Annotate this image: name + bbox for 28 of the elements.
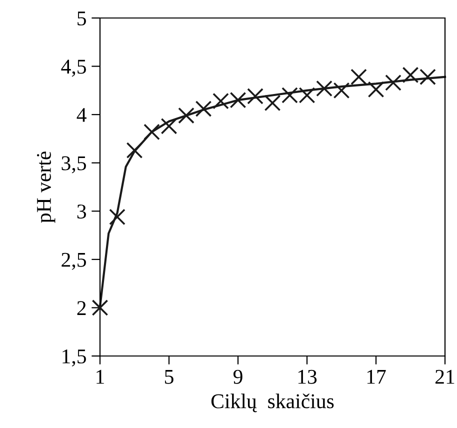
point (247, 88, 264, 104)
y-tick-label: 4,5 (61, 60, 86, 77)
x-tick-label: 13 (298, 370, 317, 384)
y-tick-label: 2,5 (62, 252, 86, 270)
y-tick-label: 3,5 (62, 156, 86, 174)
x-tick-label: 21 (436, 370, 454, 384)
y-tick-label: 1,5 (62, 349, 86, 366)
point (92, 300, 108, 316)
point (264, 94, 281, 112)
x-tick-label: 1 (96, 370, 104, 384)
x-axis-title: Ciklų skaičius (211, 394, 334, 412)
y-tick-label: 4 (76, 108, 86, 122)
point (109, 208, 126, 226)
point (126, 142, 143, 158)
point (195, 100, 212, 117)
x-tick-label: 17 (367, 370, 386, 384)
point (178, 107, 194, 124)
y-axis-title: pH vertė (36, 152, 56, 223)
y-tick-label: 3 (77, 204, 86, 219)
point (350, 68, 367, 86)
x-tick-label: 9 (233, 370, 242, 384)
y-tick-label: 5 (78, 12, 86, 26)
x-tick-label: 5 (165, 370, 174, 384)
point (385, 74, 402, 91)
y-tick-label: 2 (77, 301, 86, 315)
point (160, 118, 178, 134)
point (368, 81, 384, 98)
point (144, 124, 160, 140)
